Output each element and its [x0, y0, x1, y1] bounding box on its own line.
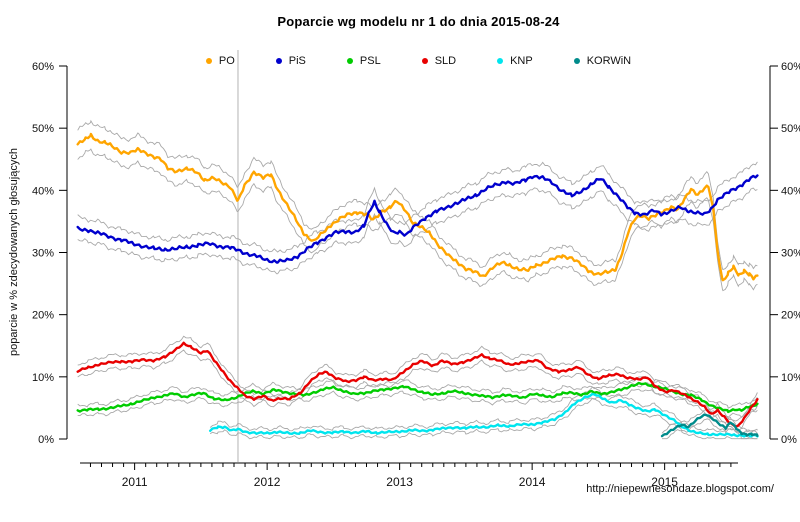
x-tick-label-2012: 2012 [254, 475, 281, 489]
legend-label-KNP: KNP [510, 55, 533, 67]
legend-dot-icon [205, 58, 212, 64]
series-line-KORWiN [660, 413, 759, 438]
legend-label-PO: PO [218, 55, 235, 67]
confidence-band-lower-PSL [77, 388, 758, 418]
confidence-bands [77, 119, 758, 440]
series-line-PiS [76, 174, 759, 264]
axes: 0% 0% 10% 10% 20% 20% 30% 30% 40% 40% 50% 50% 60% 60%… [32, 61, 800, 489]
legend-label-PiS: PiS [288, 55, 306, 67]
right-tick-label: 60% [781, 61, 800, 73]
source-url: http://niepewnesondaze.blogspot.com/ [586, 483, 774, 495]
legend-label-PSL: PSL [359, 55, 381, 67]
right-tick-label: 50% [781, 123, 800, 135]
chart-title: Poparcie wg modelu nr 1 do dnia 2015-08-… [277, 14, 560, 29]
legend-dot-icon [346, 58, 353, 64]
x-tick-label-2011: 2011 [122, 475, 148, 489]
confidence-band-lower-PiS [77, 187, 758, 275]
right-tick-label: 20% [781, 310, 800, 322]
left-tick-label: 30% [32, 248, 54, 260]
left-tick-label: 40% [32, 185, 54, 197]
legend-label-KORWiN: KORWiN [586, 55, 632, 67]
series-line-SLD [76, 341, 759, 428]
x-tick-label-2014: 2014 [519, 475, 546, 489]
legend-dot-icon [275, 58, 282, 64]
left-tick-label: 60% [32, 61, 54, 73]
series-line-PO [76, 132, 759, 282]
legend-item-SLD: SLD [421, 55, 457, 67]
legend-item-KORWiN: KORWiN [573, 55, 632, 67]
x-tick-label-2015: 2015 [651, 475, 678, 489]
left-tick-label: 50% [32, 123, 54, 135]
left-tick-label: 10% [32, 372, 54, 384]
left-tick-label: 0% [38, 434, 54, 446]
confidence-band-upper-KORWiN [661, 408, 758, 434]
legend-item-KNP: KNP [497, 55, 533, 67]
confidence-band-upper-SLD [77, 335, 758, 422]
confidence-band-lower-KNP [209, 398, 758, 440]
confidence-band-upper-PiS [77, 161, 758, 253]
confidence-band-upper-PO [77, 119, 758, 271]
right-tick-label: 30% [781, 248, 800, 260]
right-tick-label: 0% [781, 434, 797, 446]
series-lines [76, 132, 759, 438]
legend-item-PO: PO [205, 55, 235, 67]
confidence-band-upper-KNP [209, 386, 758, 434]
right-tick-label: 10% [781, 372, 800, 384]
legend-item-PSL: PSL [346, 55, 381, 67]
legend-item-PiS: PiS [275, 55, 306, 67]
series-line-PSL [76, 381, 759, 414]
confidence-band-lower-KORWiN [662, 418, 758, 440]
legend-dot-icon [573, 58, 580, 64]
right-tick-label: 40% [781, 185, 800, 197]
legend-dot-icon [497, 58, 504, 64]
legend: PO PiS PSL SLD KNP KORWiN [67, 55, 770, 67]
series-line-KNP [208, 392, 759, 438]
confidence-band-lower-PO [77, 148, 758, 292]
left-tick-label: 20% [32, 310, 54, 322]
legend-dot-icon [421, 58, 428, 64]
legend-label-SLD: SLD [434, 55, 457, 67]
x-tick-label-2013: 2013 [386, 475, 413, 489]
